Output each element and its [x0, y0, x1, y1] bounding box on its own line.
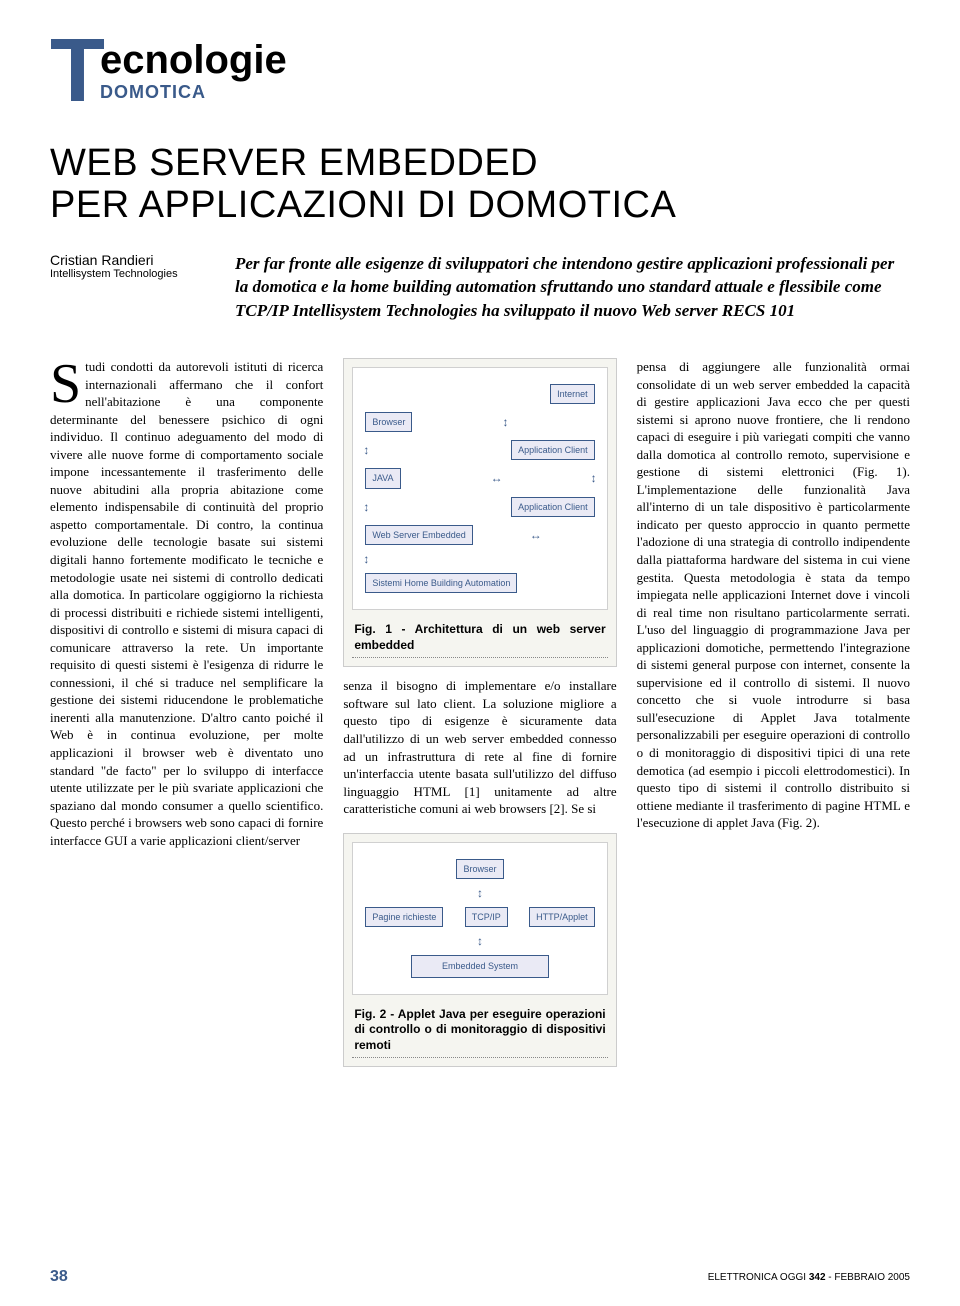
author-info: Cristian Randieri Intellisystem Technolo…: [50, 252, 195, 280]
figure-1-caption: Fig. 1 - Architettura di un web server e…: [352, 618, 607, 658]
figure-2: Browser ↕ Pagine richieste TCP/IP HTTP/A…: [343, 833, 616, 1068]
body-columns: S tudi condotti da autorevoli istituti d…: [50, 358, 910, 1077]
logo-main: ecnologie: [100, 40, 287, 80]
page-number: 38: [50, 1268, 68, 1286]
logo-subtitle: DOMOTICA: [100, 82, 287, 103]
diag-java-box: JAVA: [365, 468, 400, 488]
figure-1: Internet Browser ↕ ↕ Application Client …: [343, 358, 616, 667]
pub-date: - FEBBRAIO 2005: [828, 1272, 910, 1283]
logo-initial: T: [50, 40, 105, 103]
diag2-pagine-box: Pagine richieste: [365, 907, 443, 927]
diag-webserver-box: Web Server Embedded: [365, 525, 472, 545]
article-title: WEB SERVER EMBEDDED PER APPLICAZIONI DI …: [50, 143, 910, 227]
column-1-text: tudi condotti da autorevoli istituti di …: [50, 359, 323, 848]
author-affiliation: Intellisystem Technologies: [50, 268, 195, 280]
column-3-text: pensa di aggiungere alle funzionalità or…: [637, 359, 910, 830]
title-line-1: WEB SERVER EMBEDDED: [50, 142, 538, 184]
column-2-text-1: senza il bisogno di implementare e/o ins…: [343, 677, 616, 817]
title-line-2: PER APPLICAZIONI DI DOMOTICA: [50, 184, 676, 226]
arrow-icon: ↕: [503, 414, 509, 430]
diag2-http-box: HTTP/Applet: [529, 907, 595, 927]
figure-2-diagram: Browser ↕ Pagine richieste TCP/IP HTTP/A…: [352, 842, 607, 995]
arrow-icon: ↕: [591, 470, 597, 486]
column-3: pensa di aggiungere alle funzionalità or…: [637, 358, 910, 1077]
arrow-icon: ↔: [530, 527, 542, 543]
pub-name: ELETTRONICA OGGI: [708, 1272, 806, 1283]
diag-appclient1-box: Application Client: [511, 440, 595, 460]
diag-appclient2-box: Application Client: [511, 497, 595, 517]
column-2: Internet Browser ↕ ↕ Application Client …: [343, 358, 616, 1077]
arrow-icon: ↕: [363, 551, 369, 567]
section-logo: T ecnologie DOMOTICA: [50, 40, 910, 103]
figure-2-caption: Fig. 2 - Applet Java per eseguire operaz…: [352, 1003, 607, 1059]
logo-text-block: ecnologie DOMOTICA: [100, 40, 287, 103]
column-1: S tudi condotti da autorevoli istituti d…: [50, 358, 323, 1077]
author-name: Cristian Randieri: [50, 252, 195, 268]
figure-1-diagram: Internet Browser ↕ ↕ Application Client …: [352, 367, 607, 610]
arrow-icon: ↔: [491, 470, 503, 486]
arrow-icon: ↕: [363, 499, 369, 515]
diag-sistemi-box: Sistemi Home Building Automation: [365, 573, 517, 593]
diag2-embedded-box: Embedded System: [411, 955, 549, 977]
abstract-text: Per far fronte alle esigenze di sviluppa…: [235, 252, 910, 323]
page-footer: 38 ELETTRONICA OGGI 342 - FEBBRAIO 2005: [50, 1268, 910, 1286]
publication-info: ELETTRONICA OGGI 342 - FEBBRAIO 2005: [708, 1272, 910, 1283]
diag2-browser-box: Browser: [456, 859, 503, 879]
diag-internet-box: Internet: [550, 384, 595, 404]
arrow-icon: ↕: [363, 442, 369, 458]
arrow-icon: ↕: [477, 933, 483, 949]
dropcap: S: [50, 362, 81, 407]
arrow-icon: ↕: [477, 885, 483, 901]
diag2-tcpip-box: TCP/IP: [465, 907, 508, 927]
author-abstract-row: Cristian Randieri Intellisystem Technolo…: [50, 252, 910, 323]
pub-issue: 342: [809, 1272, 826, 1283]
diag-browser-box: Browser: [365, 412, 412, 432]
